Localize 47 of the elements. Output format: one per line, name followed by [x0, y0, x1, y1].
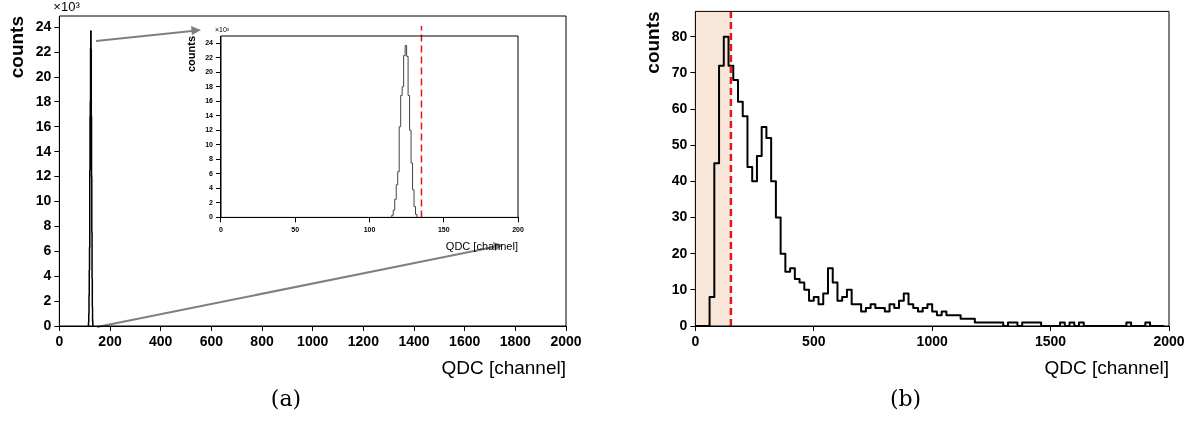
- y-tick-label: 0: [43, 316, 52, 333]
- x-tick-label: 0: [691, 333, 700, 350]
- y-tick-label: 40: [671, 172, 688, 189]
- y-axis-title: counts: [184, 36, 197, 73]
- y-tick-label: 0: [679, 316, 688, 333]
- y-tick-label: 6: [43, 242, 52, 259]
- y-tick-label: 14: [35, 142, 52, 159]
- x-tick-label: 2000: [1153, 333, 1185, 350]
- y-tick-label: 60: [671, 99, 688, 116]
- y-tick-label: 8: [43, 217, 52, 234]
- x-tick-label: 400: [149, 333, 173, 350]
- x-tick-label: 2000: [550, 333, 582, 350]
- x-tick-label: 1000: [916, 333, 948, 350]
- y-tick-label: 20: [35, 67, 52, 84]
- y-axis-title: counts: [5, 16, 27, 79]
- y-tick-label: 18: [35, 92, 52, 109]
- x-tick-label: 0: [55, 333, 64, 350]
- y-tick-label: 24: [35, 18, 52, 35]
- y-tick-label: 10: [35, 192, 52, 209]
- x-tick-label: 1400: [398, 333, 430, 350]
- x-tick-label: 1500: [1035, 333, 1067, 350]
- y-tick-label: 50: [671, 136, 688, 153]
- y-tick-label: 16: [35, 117, 52, 134]
- y-axis-title: counts: [641, 11, 663, 74]
- x-axis-title: QDC [channel]: [1044, 357, 1169, 379]
- y-tick-label: 2: [43, 291, 52, 308]
- y-tick-label: 12: [35, 167, 52, 184]
- y-tick-label: 70: [671, 63, 688, 80]
- x-tick-label: 500: [802, 333, 826, 350]
- x-tick-label: 1000: [297, 333, 329, 350]
- x-tick-label: 200: [98, 333, 122, 350]
- y-tick-label: 80: [671, 27, 688, 44]
- text: ×10³: [53, 0, 80, 14]
- x-tick-label: 600: [199, 333, 224, 350]
- text: (b): [889, 385, 922, 411]
- x-tick-label: 1600: [449, 333, 481, 350]
- y-tick-label: 22: [35, 42, 52, 59]
- y-tick-label: 30: [671, 208, 688, 225]
- x-tick-label: 1200: [347, 333, 380, 350]
- text: (a): [270, 385, 302, 411]
- x-tick-label: 800: [250, 333, 274, 350]
- y-tick-label: 10: [671, 280, 688, 297]
- x-tick-label: 1800: [499, 333, 532, 350]
- x-axis-title: QDC [channel]: [441, 357, 566, 379]
- y-tick-label: 20: [671, 244, 688, 261]
- y-tick-label: 4: [43, 267, 52, 284]
- x-axis-title: QDC [channel]: [445, 240, 518, 253]
